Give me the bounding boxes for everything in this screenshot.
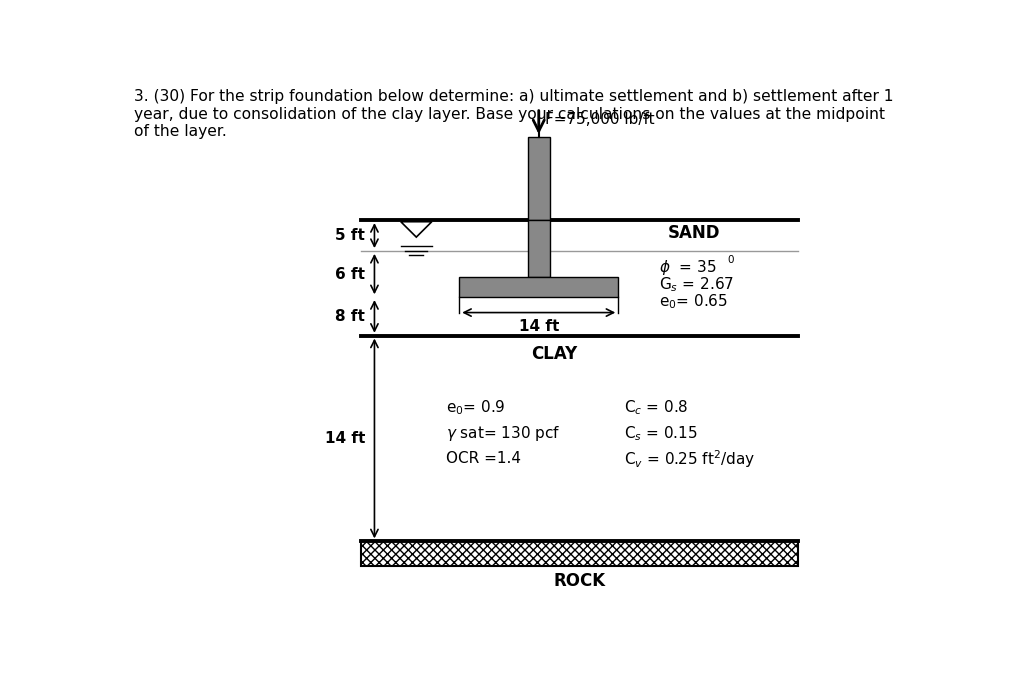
Text: 14 ft: 14 ft bbox=[518, 319, 559, 333]
Text: F=75,000 lb/ft: F=75,000 lb/ft bbox=[545, 113, 654, 127]
Bar bbox=[528, 220, 550, 277]
Text: 0: 0 bbox=[728, 255, 734, 265]
Text: 5 ft: 5 ft bbox=[335, 228, 366, 243]
Text: e$_0$= 0.9: e$_0$= 0.9 bbox=[445, 398, 505, 417]
Polygon shape bbox=[400, 222, 432, 237]
Text: CLAY: CLAY bbox=[531, 345, 578, 363]
Text: 14 ft: 14 ft bbox=[325, 431, 366, 446]
Bar bbox=[460, 277, 618, 297]
Text: C$_v$ = 0.25 ft$^2$/day: C$_v$ = 0.25 ft$^2$/day bbox=[624, 448, 756, 470]
Text: G$_s$ = 2.67: G$_s$ = 2.67 bbox=[658, 275, 734, 294]
Text: $\phi$  = 35: $\phi$ = 35 bbox=[658, 259, 716, 278]
Text: ROCK: ROCK bbox=[553, 572, 605, 590]
Text: C$_s$ = 0.15: C$_s$ = 0.15 bbox=[624, 424, 698, 442]
Text: 6 ft: 6 ft bbox=[335, 266, 366, 282]
Text: SAND: SAND bbox=[668, 224, 720, 243]
Text: $\gamma$ sat= 130 pcf: $\gamma$ sat= 130 pcf bbox=[445, 424, 560, 443]
Text: 8 ft: 8 ft bbox=[335, 309, 366, 324]
Text: C$_c$ = 0.8: C$_c$ = 0.8 bbox=[624, 398, 688, 417]
Text: OCR =1.4: OCR =1.4 bbox=[445, 452, 521, 466]
Text: e$_0$= 0.65: e$_0$= 0.65 bbox=[658, 292, 728, 311]
Text: 3. (30) For the strip foundation below determine: a) ultimate settlement and b) : 3. (30) For the strip foundation below d… bbox=[134, 89, 894, 139]
Bar bbox=[528, 137, 550, 220]
Bar bbox=[360, 541, 799, 566]
